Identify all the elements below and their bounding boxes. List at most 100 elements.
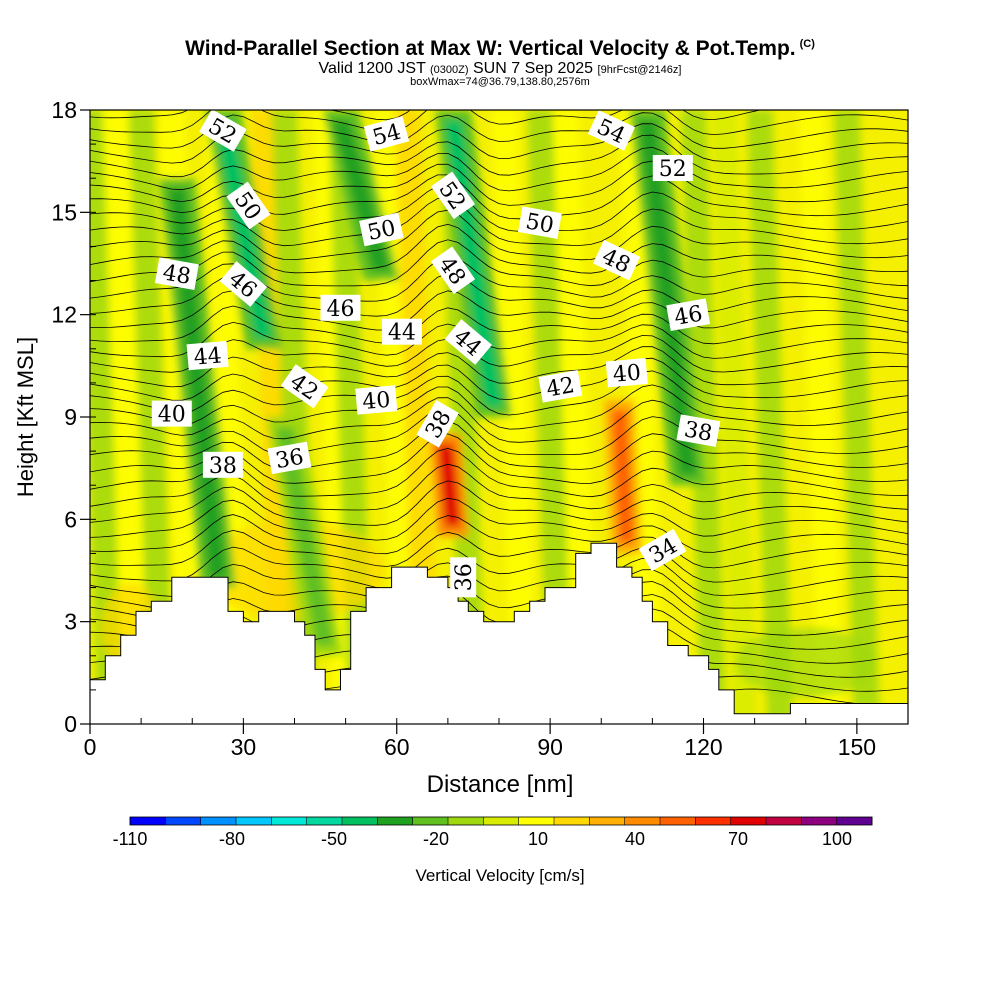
copyright-mark: (C) — [799, 38, 815, 50]
contour-label-group: 44 — [381, 318, 422, 346]
colorbar-tick-label: -80 — [219, 829, 245, 849]
contour-label-box — [450, 557, 477, 598]
contour-label-box — [186, 340, 229, 371]
contour-label-box — [219, 261, 268, 307]
colorbar-swatch — [271, 817, 308, 825]
colorbar-swatch — [766, 817, 802, 825]
colorbar-swatch — [624, 817, 661, 825]
colorbar-swatch — [130, 817, 166, 825]
theta-contour — [90, 160, 908, 206]
theta-contour — [90, 174, 908, 220]
contour-label-box — [676, 414, 721, 447]
forecast-info: [9hrFcst@2146z] — [597, 64, 682, 76]
colorbar-swatch — [165, 817, 202, 825]
y-tick-label: 6 — [64, 506, 77, 532]
theta-contour — [90, 134, 908, 178]
theta-contour — [90, 255, 908, 302]
contour-label-box — [416, 399, 459, 448]
theta-contour — [90, 110, 908, 136]
contour-label-box — [666, 298, 711, 331]
velocity-band — [680, 110, 727, 724]
contour-label-group: 46 — [320, 294, 361, 322]
theta-contour — [90, 185, 908, 232]
contour-label-group: 40 — [151, 400, 192, 428]
velocity-band — [711, 110, 758, 724]
chart-title-text: Wind-Parallel Section at Max W: Vertical… — [185, 37, 796, 60]
contour-label-group: 40 — [605, 358, 648, 388]
contour-label-box — [430, 246, 476, 295]
theta-contour — [90, 196, 908, 247]
velocity-band — [735, 627, 876, 698]
valid-utc: (0300Z) — [430, 64, 469, 76]
colorbar-tick-label: 100 — [822, 829, 852, 849]
x-tick-label: 150 — [838, 734, 876, 760]
contour-label-box — [538, 370, 583, 403]
theta-contour — [90, 239, 908, 287]
theta-contour — [90, 514, 908, 555]
chart-subtitle: Valid 1200 JST (0300Z) SUN 7 Sep 2025 [9… — [0, 60, 1000, 78]
contour-label-box — [430, 171, 476, 220]
valid-time: Valid 1200 JST — [318, 60, 426, 77]
y-axis-label: Height [Kft MSL] — [13, 337, 38, 497]
x-tick-label: 0 — [84, 734, 97, 760]
contour-label-group: 38 — [202, 451, 243, 479]
theta-contour — [90, 557, 908, 597]
contour-label-box — [652, 155, 693, 181]
contour-label: 36 — [452, 563, 477, 591]
theta-contour — [90, 305, 908, 345]
contour-label: 50 — [365, 216, 398, 246]
contour-label-group: 36 — [450, 557, 477, 598]
velocity-band — [746, 110, 793, 724]
theta-contour — [90, 357, 908, 401]
contour-label: 48 — [161, 260, 193, 289]
contour-label: 38 — [682, 417, 714, 446]
contour-label-group: 46 — [666, 298, 711, 331]
contour-label-group: 40 — [355, 385, 398, 415]
velocity-core — [437, 444, 461, 527]
theta-contour — [90, 384, 908, 430]
colorbar-swatch — [306, 817, 343, 825]
theta-contour — [90, 420, 908, 470]
colorbar: -110 -80 -50 -20 10 40 70 100 — [113, 816, 873, 849]
contour-label: 44 — [193, 343, 223, 370]
colorbar-swatch — [518, 817, 555, 825]
contour-label-group: 42 — [538, 370, 583, 403]
contour-label-group: 38 — [676, 414, 721, 447]
contour-label: 46 — [673, 301, 705, 330]
contour-label-box — [638, 528, 687, 572]
colorbar-tick-label: -50 — [321, 829, 347, 849]
contour-label: 36 — [274, 445, 306, 474]
colorbar-tick-label: 10 — [528, 829, 548, 849]
y-tick-label: 15 — [51, 199, 77, 225]
contour-label: 42 — [545, 373, 577, 402]
colorbar-swatch — [200, 817, 237, 825]
contour-label-group: 36 — [267, 441, 312, 475]
contour-label-group: 48 — [154, 257, 199, 290]
contour-label-group: 54 — [363, 116, 410, 152]
colorbar-tick-label: -110 — [113, 829, 148, 849]
theta-contour — [90, 321, 908, 359]
contour-label-box — [280, 364, 329, 409]
contour-label-group: 50 — [359, 212, 404, 247]
contour-label-box — [592, 239, 641, 281]
colorbar-swatch — [236, 817, 272, 825]
velocity-band — [90, 110, 124, 724]
contour-label-box — [605, 358, 648, 388]
theta-contour — [90, 408, 908, 456]
contour-label: 46 — [327, 297, 355, 322]
contour-label-box — [154, 257, 199, 290]
colorbar-swatch — [695, 817, 732, 825]
colorbar-swatch — [589, 817, 626, 825]
x-axis-label: Distance [nm] — [427, 771, 574, 798]
x-tick-label: 60 — [384, 734, 410, 760]
contour-label-box — [199, 109, 247, 152]
theta-contour — [90, 397, 908, 443]
contour-label-box — [587, 110, 636, 151]
theta-contour — [90, 370, 908, 416]
theta-contour — [90, 112, 908, 149]
colorbar-swatch — [342, 817, 378, 825]
y-tick-label: 3 — [64, 609, 77, 635]
colorbar-tick-label: 70 — [728, 829, 748, 849]
